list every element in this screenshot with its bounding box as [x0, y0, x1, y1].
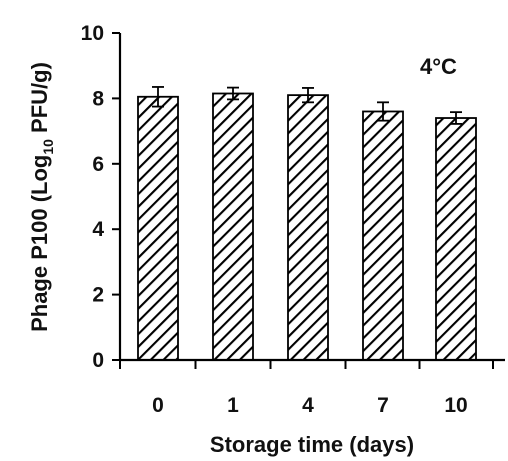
error-bar-7	[377, 101, 389, 122]
x-tick-label: 1	[227, 394, 239, 417]
bar-1	[212, 92, 254, 361]
x-ticks: 0 1 4 7 10	[119, 360, 494, 417]
x-tick-label: 0	[152, 394, 164, 417]
y-tick-label: 8	[92, 87, 104, 110]
y-axis-title-prefix: Phage P100 (Log	[27, 155, 52, 332]
y-ticks: 0 2 4 6 8 10	[81, 22, 120, 372]
y-tick-label: 10	[81, 22, 104, 45]
x-axis-title: Storage time (days)	[210, 432, 414, 457]
bars-layer	[137, 92, 477, 361]
error-bar-4	[302, 87, 314, 104]
bar-7	[362, 110, 404, 361]
y-tick-label: 4	[92, 218, 104, 241]
x-tick-label: 4	[302, 394, 314, 417]
y-tick-label: 0	[92, 349, 104, 372]
error-bars-layer	[152, 86, 462, 125]
y-axis-title-suffix: PFU/g)	[27, 62, 52, 139]
y-axis-title-subscript: 10	[40, 139, 56, 155]
error-bar-1	[227, 86, 239, 101]
temperature-annotation: 4°C	[420, 54, 457, 79]
y-axis-title: Phage P100 (Log10 PFU/g)	[27, 62, 56, 332]
bar-10	[435, 117, 477, 361]
error-bar-0	[152, 86, 164, 108]
x-tick-label: 10	[444, 394, 467, 417]
x-tick-label: 7	[377, 394, 389, 417]
y-tick-label: 6	[92, 153, 104, 176]
error-bar-10	[450, 111, 462, 125]
y-tick-label: 2	[92, 284, 104, 307]
bar-4	[287, 94, 329, 361]
bar-0	[137, 95, 179, 361]
